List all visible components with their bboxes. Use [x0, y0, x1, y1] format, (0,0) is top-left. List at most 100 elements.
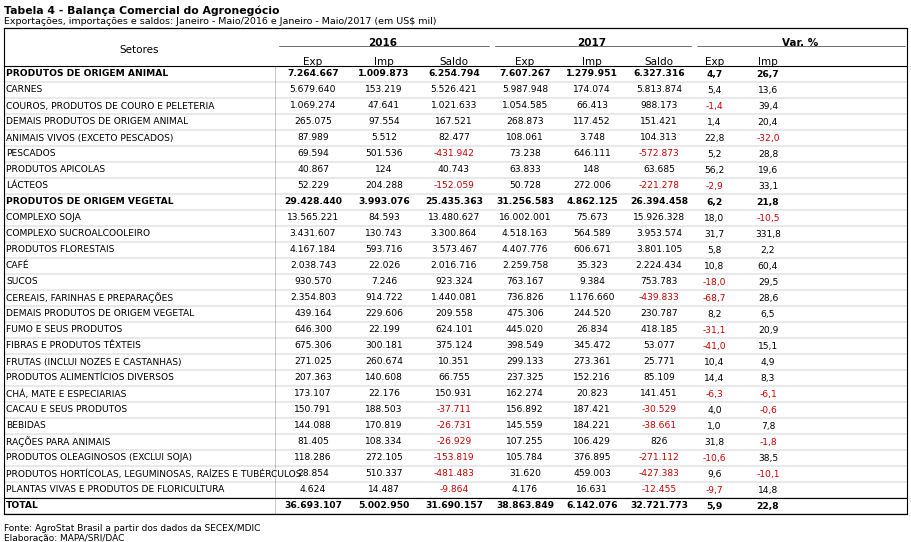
Text: Setores: Setores [119, 45, 159, 55]
Text: CEREAIS, FARINHAS E PREPARAÇÕES: CEREAIS, FARINHAS E PREPARAÇÕES [6, 293, 173, 304]
Text: 19,6: 19,6 [758, 165, 778, 175]
Text: -221.278: -221.278 [639, 182, 680, 190]
Text: 376.895: 376.895 [573, 454, 610, 462]
Text: 6,2: 6,2 [706, 197, 722, 207]
Text: 140.608: 140.608 [365, 373, 403, 383]
Text: -30.529: -30.529 [641, 405, 677, 415]
Text: 204.288: 204.288 [365, 182, 403, 190]
Text: DEMAIS PRODUTOS DE ORIGEM VEGETAL: DEMAIS PRODUTOS DE ORIGEM VEGETAL [6, 309, 194, 319]
Text: 53.077: 53.077 [643, 341, 675, 351]
Text: 141.451: 141.451 [640, 390, 678, 398]
Text: 244.520: 244.520 [573, 309, 611, 319]
Text: PRODUTOS DE ORIGEM VEGETAL: PRODUTOS DE ORIGEM VEGETAL [6, 197, 173, 207]
Text: CARNES: CARNES [6, 86, 43, 94]
Text: 145.559: 145.559 [507, 422, 544, 430]
Text: 736.826: 736.826 [507, 294, 544, 302]
Text: 105.784: 105.784 [507, 454, 544, 462]
Text: Exp: Exp [705, 57, 724, 67]
Text: 4.167.184: 4.167.184 [290, 246, 336, 255]
Text: 14,8: 14,8 [758, 486, 778, 494]
Text: 31,8: 31,8 [704, 437, 724, 447]
Text: PRODUTOS HORTÍCOLAS, LEGUMINOSAS, RAÍZES E TUBÉRCULOS: PRODUTOS HORTÍCOLAS, LEGUMINOSAS, RAÍZES… [6, 469, 302, 479]
Text: CAFÉ: CAFÉ [6, 261, 30, 270]
Text: 6.327.316: 6.327.316 [633, 69, 685, 79]
Text: -9,7: -9,7 [706, 486, 723, 494]
Text: COMPLEXO SOJA: COMPLEXO SOJA [6, 214, 81, 223]
Text: PRODUTOS FLORESTAIS: PRODUTOS FLORESTAIS [6, 246, 115, 255]
Text: FUMO E SEUS PRODUTOS: FUMO E SEUS PRODUTOS [6, 326, 122, 334]
Text: 1.021.633: 1.021.633 [431, 101, 477, 111]
Text: 40.867: 40.867 [297, 165, 329, 175]
Text: 265.075: 265.075 [294, 118, 332, 126]
Text: -10,1: -10,1 [756, 469, 780, 479]
Text: 84.593: 84.593 [368, 214, 400, 223]
Text: 237.325: 237.325 [507, 373, 544, 383]
Text: 56,2: 56,2 [704, 165, 724, 175]
Text: 300.181: 300.181 [365, 341, 403, 351]
Text: 36.693.107: 36.693.107 [284, 501, 342, 511]
Text: 5,2: 5,2 [707, 150, 722, 158]
Text: 22,8: 22,8 [757, 501, 779, 511]
Text: 3.573.467: 3.573.467 [431, 246, 477, 255]
Text: 20,4: 20,4 [758, 118, 778, 126]
Text: 4.862.125: 4.862.125 [567, 197, 618, 207]
Text: 38.863.849: 38.863.849 [496, 501, 554, 511]
Text: PRODUTOS ALIMENTÍCIOS DIVERSOS: PRODUTOS ALIMENTÍCIOS DIVERSOS [6, 373, 174, 383]
Text: 14,4: 14,4 [704, 373, 724, 383]
Text: 1.176.660: 1.176.660 [568, 294, 615, 302]
Text: -37.711: -37.711 [436, 405, 471, 415]
Text: 63.833: 63.833 [509, 165, 541, 175]
Text: 8,3: 8,3 [761, 373, 775, 383]
Text: 2.038.743: 2.038.743 [290, 261, 336, 270]
Text: 39,4: 39,4 [758, 101, 778, 111]
Text: COUROS, PRODUTOS DE COURO E PELETERIA: COUROS, PRODUTOS DE COURO E PELETERIA [6, 101, 214, 111]
Text: 38,5: 38,5 [758, 454, 778, 462]
Text: 375.124: 375.124 [435, 341, 473, 351]
Text: -271.112: -271.112 [639, 454, 680, 462]
Text: CHÁ, MATE E ESPECIARIAS: CHÁ, MATE E ESPECIARIAS [6, 389, 127, 399]
Text: 4.407.776: 4.407.776 [502, 246, 548, 255]
Text: 32.721.773: 32.721.773 [630, 501, 688, 511]
Text: 1,4: 1,4 [707, 118, 722, 126]
Text: CACAU E SEUS PRODUTOS: CACAU E SEUS PRODUTOS [6, 405, 128, 415]
Text: 151.421: 151.421 [640, 118, 678, 126]
Text: 7,8: 7,8 [761, 422, 775, 430]
Text: 923.324: 923.324 [435, 278, 473, 287]
Text: 2016: 2016 [369, 38, 397, 48]
Text: PRODUTOS OLEAGINOSOS (EXCLUI SOJA): PRODUTOS OLEAGINOSOS (EXCLUI SOJA) [6, 454, 192, 462]
Text: 5.002.950: 5.002.950 [358, 501, 410, 511]
Text: 20,9: 20,9 [758, 326, 778, 334]
Text: 108.061: 108.061 [507, 133, 544, 143]
Text: 268.873: 268.873 [507, 118, 544, 126]
Text: PRODUTOS APICOLAS: PRODUTOS APICOLAS [6, 165, 105, 175]
Text: Saldo: Saldo [644, 57, 673, 67]
Text: 3.801.105: 3.801.105 [636, 246, 682, 255]
Text: 459.003: 459.003 [573, 469, 611, 479]
Text: -572.873: -572.873 [639, 150, 680, 158]
Text: Imp: Imp [582, 57, 602, 67]
Text: -431.942: -431.942 [434, 150, 475, 158]
Text: Exportações, importações e saldos: Janeiro - Maio/2016 e Janeiro - Maio/2017 (em: Exportações, importações e saldos: Janei… [4, 17, 436, 26]
Text: -32,0: -32,0 [756, 133, 780, 143]
Text: 5.813.874: 5.813.874 [636, 86, 682, 94]
Text: 4,7: 4,7 [706, 69, 722, 79]
Text: -38.661: -38.661 [641, 422, 677, 430]
Text: 31.690.157: 31.690.157 [425, 501, 483, 511]
Text: Imp: Imp [758, 57, 778, 67]
Text: 106.429: 106.429 [573, 437, 611, 447]
Text: 28.854: 28.854 [297, 469, 329, 479]
Text: 5.512: 5.512 [371, 133, 397, 143]
Text: 4.518.163: 4.518.163 [502, 229, 548, 238]
Text: 3.748: 3.748 [579, 133, 605, 143]
Text: 60,4: 60,4 [758, 261, 778, 270]
Text: 564.589: 564.589 [573, 229, 610, 238]
Text: 33,1: 33,1 [758, 182, 778, 190]
Text: -481.483: -481.483 [434, 469, 475, 479]
Text: 826: 826 [650, 437, 668, 447]
Text: 107.255: 107.255 [507, 437, 544, 447]
Text: 35.323: 35.323 [576, 261, 608, 270]
Text: 6.254.794: 6.254.794 [428, 69, 480, 79]
Text: 170.819: 170.819 [365, 422, 403, 430]
Text: 9.384: 9.384 [579, 278, 605, 287]
Text: 1.279.951: 1.279.951 [566, 69, 618, 79]
